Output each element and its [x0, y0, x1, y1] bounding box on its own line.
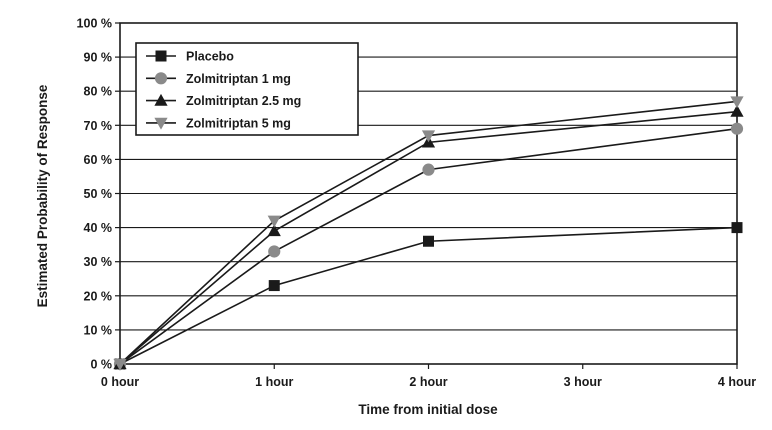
data-point: [113, 358, 127, 371]
series-4: [119, 100, 738, 365]
data-point: [423, 235, 434, 247]
legend-marker: [154, 72, 168, 85]
series-line: [119, 100, 738, 365]
series-line: [119, 127, 738, 365]
y-axis-title: Estimated Probability of Response: [35, 84, 50, 307]
x-tick-label: 1 hour: [255, 375, 293, 389]
series-2: [119, 127, 738, 365]
x-tick-label: 0 hour: [101, 375, 139, 389]
y-tick-label: 50 %: [84, 187, 113, 201]
legend-label: Placebo: [186, 50, 234, 64]
legend: Placebo Zolmitriptan 1 mg Zolmitriptan 2.5…: [135, 42, 359, 136]
y-tick-label: 10 %: [84, 323, 113, 337]
legend-item: Zolmitriptan 1 mg: [146, 72, 291, 86]
y-tick-label: 80 %: [84, 85, 113, 99]
y-tick-label: 40 %: [84, 221, 113, 235]
series-4-markers: [113, 96, 744, 371]
series-3: [119, 110, 738, 365]
x-tick-label: 4 hour: [718, 375, 756, 389]
legend-label: Zolmitriptan 5 mg: [186, 116, 291, 130]
legend-item: Placebo: [146, 50, 234, 64]
data-point: [267, 215, 281, 228]
data-point: [730, 122, 744, 135]
legend-item: Zolmitriptan 2.5 mg: [146, 93, 301, 108]
data-point: [730, 96, 744, 109]
data-point: [422, 163, 435, 176]
series-1: [119, 226, 738, 365]
data-point: [731, 222, 743, 234]
y-tick-label: 90 %: [84, 51, 113, 65]
series-line: [119, 110, 738, 365]
y-tick-label: 0 %: [90, 358, 112, 372]
x-axis-title: Time from initial dose: [358, 402, 498, 417]
data-point: [421, 130, 436, 143]
y-tick-label: 100 %: [77, 17, 112, 31]
legend-marker: [155, 50, 167, 62]
legend-box: [135, 42, 359, 136]
data-point: [267, 224, 281, 237]
legend-marker: [154, 117, 168, 130]
x-tick-label: 3 hour: [564, 375, 602, 389]
x-tick-label: 2 hour: [409, 375, 447, 389]
y-tick-label: 60 %: [84, 153, 113, 167]
legend-item: Zolmitriptan 5 mg: [146, 116, 291, 130]
y-tick-label: 70 %: [84, 119, 113, 133]
series-line: [119, 226, 738, 365]
legend-label: Zolmitriptan 1 mg: [186, 72, 291, 86]
legend-label: Zolmitriptan 2.5 mg: [186, 94, 301, 108]
data-point: [730, 104, 744, 117]
y-tick-label: 30 %: [84, 255, 113, 269]
data-point: [268, 245, 281, 258]
y-tick-label: 20 %: [84, 289, 113, 303]
legend-marker: [154, 93, 168, 106]
data-point: [268, 280, 280, 292]
